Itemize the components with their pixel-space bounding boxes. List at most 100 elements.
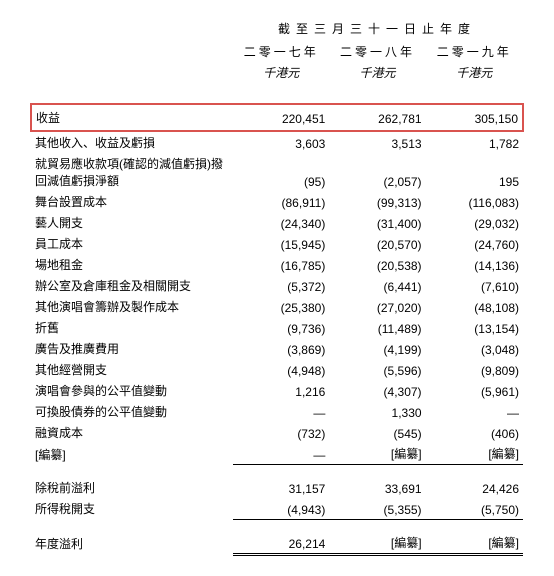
row-label: 除稅前溢利 xyxy=(31,477,233,498)
table-row: 折舊(9,736)(11,489)(13,154) xyxy=(31,317,523,338)
row-value: (406) xyxy=(426,422,523,443)
row-value: (86,911) xyxy=(233,191,329,212)
row-value: 305,150 xyxy=(426,104,523,131)
row-value: [編纂] xyxy=(426,443,523,465)
row-label: 就貿易應收款項(確認的減值虧損)撥回減值虧損淨額 xyxy=(31,153,233,191)
row-value: (16,785) xyxy=(233,254,329,275)
row-value: (4,199) xyxy=(329,338,425,359)
row-value: (31,400) xyxy=(329,212,425,233)
row-value: (20,570) xyxy=(329,233,425,254)
row-value: 3,513 xyxy=(329,131,425,153)
total-v1: [編纂] xyxy=(329,532,425,555)
total-v0: 26,214 xyxy=(233,532,329,555)
row-value: (4,307) xyxy=(329,380,425,401)
row-label: 所得稅開支 xyxy=(31,498,233,519)
table-row: 融資成本(732)(545)(406) xyxy=(31,422,523,443)
table-row: 藝人開支(24,340)(31,400)(29,032) xyxy=(31,212,523,233)
row-value: (5,355) xyxy=(329,498,425,519)
row-value: 24,426 xyxy=(426,477,523,498)
row-value: (732) xyxy=(233,422,329,443)
unit-2: 千港元 xyxy=(426,62,523,91)
year-header-row: 二零一七年 二零一八年 二零一九年 xyxy=(31,41,523,62)
row-value: 33,691 xyxy=(329,477,425,498)
table-row: 所得稅開支(4,943)(5,355)(5,750) xyxy=(31,498,523,519)
row-label: 其他經營開支 xyxy=(31,359,233,380)
table-row: 可換股債券的公平值變動—1,330— xyxy=(31,401,523,422)
row-value: (6,441) xyxy=(329,275,425,296)
table-row: 其他收入、收益及虧損3,6033,5131,782 xyxy=(31,131,523,153)
table-row: 廣告及推廣費用(3,869)(4,199)(3,048) xyxy=(31,338,523,359)
period-title: 截至三月三十一日止年度 xyxy=(230,20,524,37)
row-label: 收益 xyxy=(31,104,233,131)
table-row: 就貿易應收款項(確認的減值虧損)撥回減值虧損淨額(95)(2,057)195 xyxy=(31,153,523,191)
row-value: (11,489) xyxy=(329,317,425,338)
row-label: 藝人開支 xyxy=(31,212,233,233)
row-value: (13,154) xyxy=(426,317,523,338)
row-value: (15,945) xyxy=(233,233,329,254)
row-value: 3,603 xyxy=(233,131,329,153)
row-value: 220,451 xyxy=(233,104,329,131)
table-row: 收益220,451262,781305,150 xyxy=(31,104,523,131)
row-value: 1,782 xyxy=(426,131,523,153)
row-value: (116,083) xyxy=(426,191,523,212)
row-value: (5,372) xyxy=(233,275,329,296)
row-value: (24,340) xyxy=(233,212,329,233)
row-value: (25,380) xyxy=(233,296,329,317)
table-row: 舞台設置成本(86,911)(99,313)(116,083) xyxy=(31,191,523,212)
table-row: 員工成本(15,945)(20,570)(24,760) xyxy=(31,233,523,254)
row-value: (5,596) xyxy=(329,359,425,380)
row-label: 辦公室及倉庫租金及相關開支 xyxy=(31,275,233,296)
row-label: 演唱會參與的公平值變動 xyxy=(31,380,233,401)
unit-1: 千港元 xyxy=(329,62,425,91)
row-value: 1,216 xyxy=(233,380,329,401)
row-value: (9,809) xyxy=(426,359,523,380)
row-value: (14,136) xyxy=(426,254,523,275)
year-col-2: 二零一九年 xyxy=(426,41,523,62)
row-label: 員工成本 xyxy=(31,233,233,254)
row-label: 場地租金 xyxy=(31,254,233,275)
row-label: 融資成本 xyxy=(31,422,233,443)
total-label: 年度溢利 xyxy=(31,532,233,555)
row-value: 262,781 xyxy=(329,104,425,131)
year-col-1: 二零一八年 xyxy=(329,41,425,62)
row-label: 其他收入、收益及虧損 xyxy=(31,131,233,153)
row-value: (545) xyxy=(329,422,425,443)
row-label: 折舊 xyxy=(31,317,233,338)
row-value: (3,048) xyxy=(426,338,523,359)
row-label: [編纂] xyxy=(31,443,233,465)
row-value: (4,948) xyxy=(233,359,329,380)
row-value: (4,943) xyxy=(233,498,329,519)
row-value: (29,032) xyxy=(426,212,523,233)
row-value: (3,869) xyxy=(233,338,329,359)
total-row: 年度溢利 26,214 [編纂] [編纂] xyxy=(31,532,523,555)
table-row: 演唱會參與的公平值變動1,216(4,307)(5,961) xyxy=(31,380,523,401)
table-row: 除稅前溢利31,15733,69124,426 xyxy=(31,477,523,498)
row-value: 31,157 xyxy=(233,477,329,498)
table-row: [編纂]—[編纂][編纂] xyxy=(31,443,523,465)
row-value: (48,108) xyxy=(426,296,523,317)
row-value: (99,313) xyxy=(329,191,425,212)
row-value: (9,736) xyxy=(233,317,329,338)
table-row: 場地租金(16,785)(20,538)(14,136) xyxy=(31,254,523,275)
row-label: 廣告及推廣費用 xyxy=(31,338,233,359)
row-value: — xyxy=(233,401,329,422)
row-value: (2,057) xyxy=(329,153,425,191)
financial-table: 二零一七年 二零一八年 二零一九年 千港元 千港元 千港元 收益220,4512… xyxy=(30,41,524,556)
row-value: (5,961) xyxy=(426,380,523,401)
row-value: — xyxy=(426,401,523,422)
year-col-0: 二零一七年 xyxy=(233,41,329,62)
table-row: 其他經營開支(4,948)(5,596)(9,809) xyxy=(31,359,523,380)
row-label: 其他演唱會籌辦及製作成本 xyxy=(31,296,233,317)
total-v2: [編纂] xyxy=(426,532,523,555)
row-label: 可換股債券的公平值變動 xyxy=(31,401,233,422)
row-value: 1,330 xyxy=(329,401,425,422)
row-value: (5,750) xyxy=(426,498,523,519)
row-value: (7,610) xyxy=(426,275,523,296)
row-value: 195 xyxy=(426,153,523,191)
row-value: (95) xyxy=(233,153,329,191)
row-value: [編纂] xyxy=(329,443,425,465)
row-value: (20,538) xyxy=(329,254,425,275)
unit-row: 千港元 千港元 千港元 xyxy=(31,62,523,91)
row-label: 舞台設置成本 xyxy=(31,191,233,212)
row-value: — xyxy=(233,443,329,465)
